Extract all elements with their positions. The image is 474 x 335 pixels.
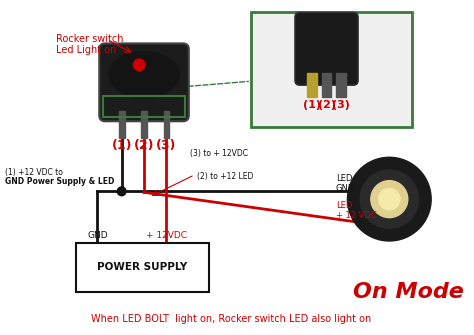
Bar (336, 73, 346, 97)
Text: GND Power Supply & LED: GND Power Supply & LED (5, 177, 114, 186)
Text: When LED BOLT  light on, Rocker switch LED also light on: When LED BOLT light on, Rocker switch LE… (91, 314, 371, 324)
Text: (3): (3) (332, 100, 350, 110)
Text: (2): (2) (134, 139, 155, 152)
FancyBboxPatch shape (99, 44, 189, 121)
Text: Led Light on: Led Light on (56, 45, 117, 55)
Text: GND: GND (87, 231, 108, 240)
Circle shape (117, 187, 126, 196)
Bar (76, 243, 209, 291)
Bar (322, 73, 331, 97)
Text: LED
+ 12 VDC: LED + 12 VDC (336, 201, 376, 220)
Text: + 12VDC: + 12VDC (146, 231, 187, 240)
Bar (251, 12, 412, 127)
Circle shape (360, 170, 419, 228)
Bar (164, 111, 169, 138)
Circle shape (133, 59, 145, 71)
Circle shape (379, 188, 400, 210)
Text: On Mode: On Mode (353, 282, 464, 302)
Text: Rocker switch: Rocker switch (56, 34, 124, 44)
Circle shape (371, 181, 408, 218)
Text: (3): (3) (156, 139, 177, 152)
Text: (3) to + 12VDC: (3) to + 12VDC (190, 148, 248, 157)
Text: (1): (1) (303, 100, 321, 110)
Bar (103, 96, 185, 117)
FancyBboxPatch shape (295, 12, 358, 85)
Text: LED
GND: LED GND (336, 174, 355, 193)
Ellipse shape (109, 51, 179, 98)
Text: (2): (2) (318, 100, 336, 110)
Text: (2) to +12 LED: (2) to +12 LED (197, 172, 253, 181)
Text: (1): (1) (111, 139, 132, 152)
Text: (1) +12 VDC to: (1) +12 VDC to (5, 168, 63, 177)
Text: POWER SUPPLY: POWER SUPPLY (98, 262, 188, 272)
Bar (307, 73, 317, 97)
Circle shape (347, 157, 431, 241)
Bar (119, 111, 125, 138)
Bar (141, 111, 147, 138)
